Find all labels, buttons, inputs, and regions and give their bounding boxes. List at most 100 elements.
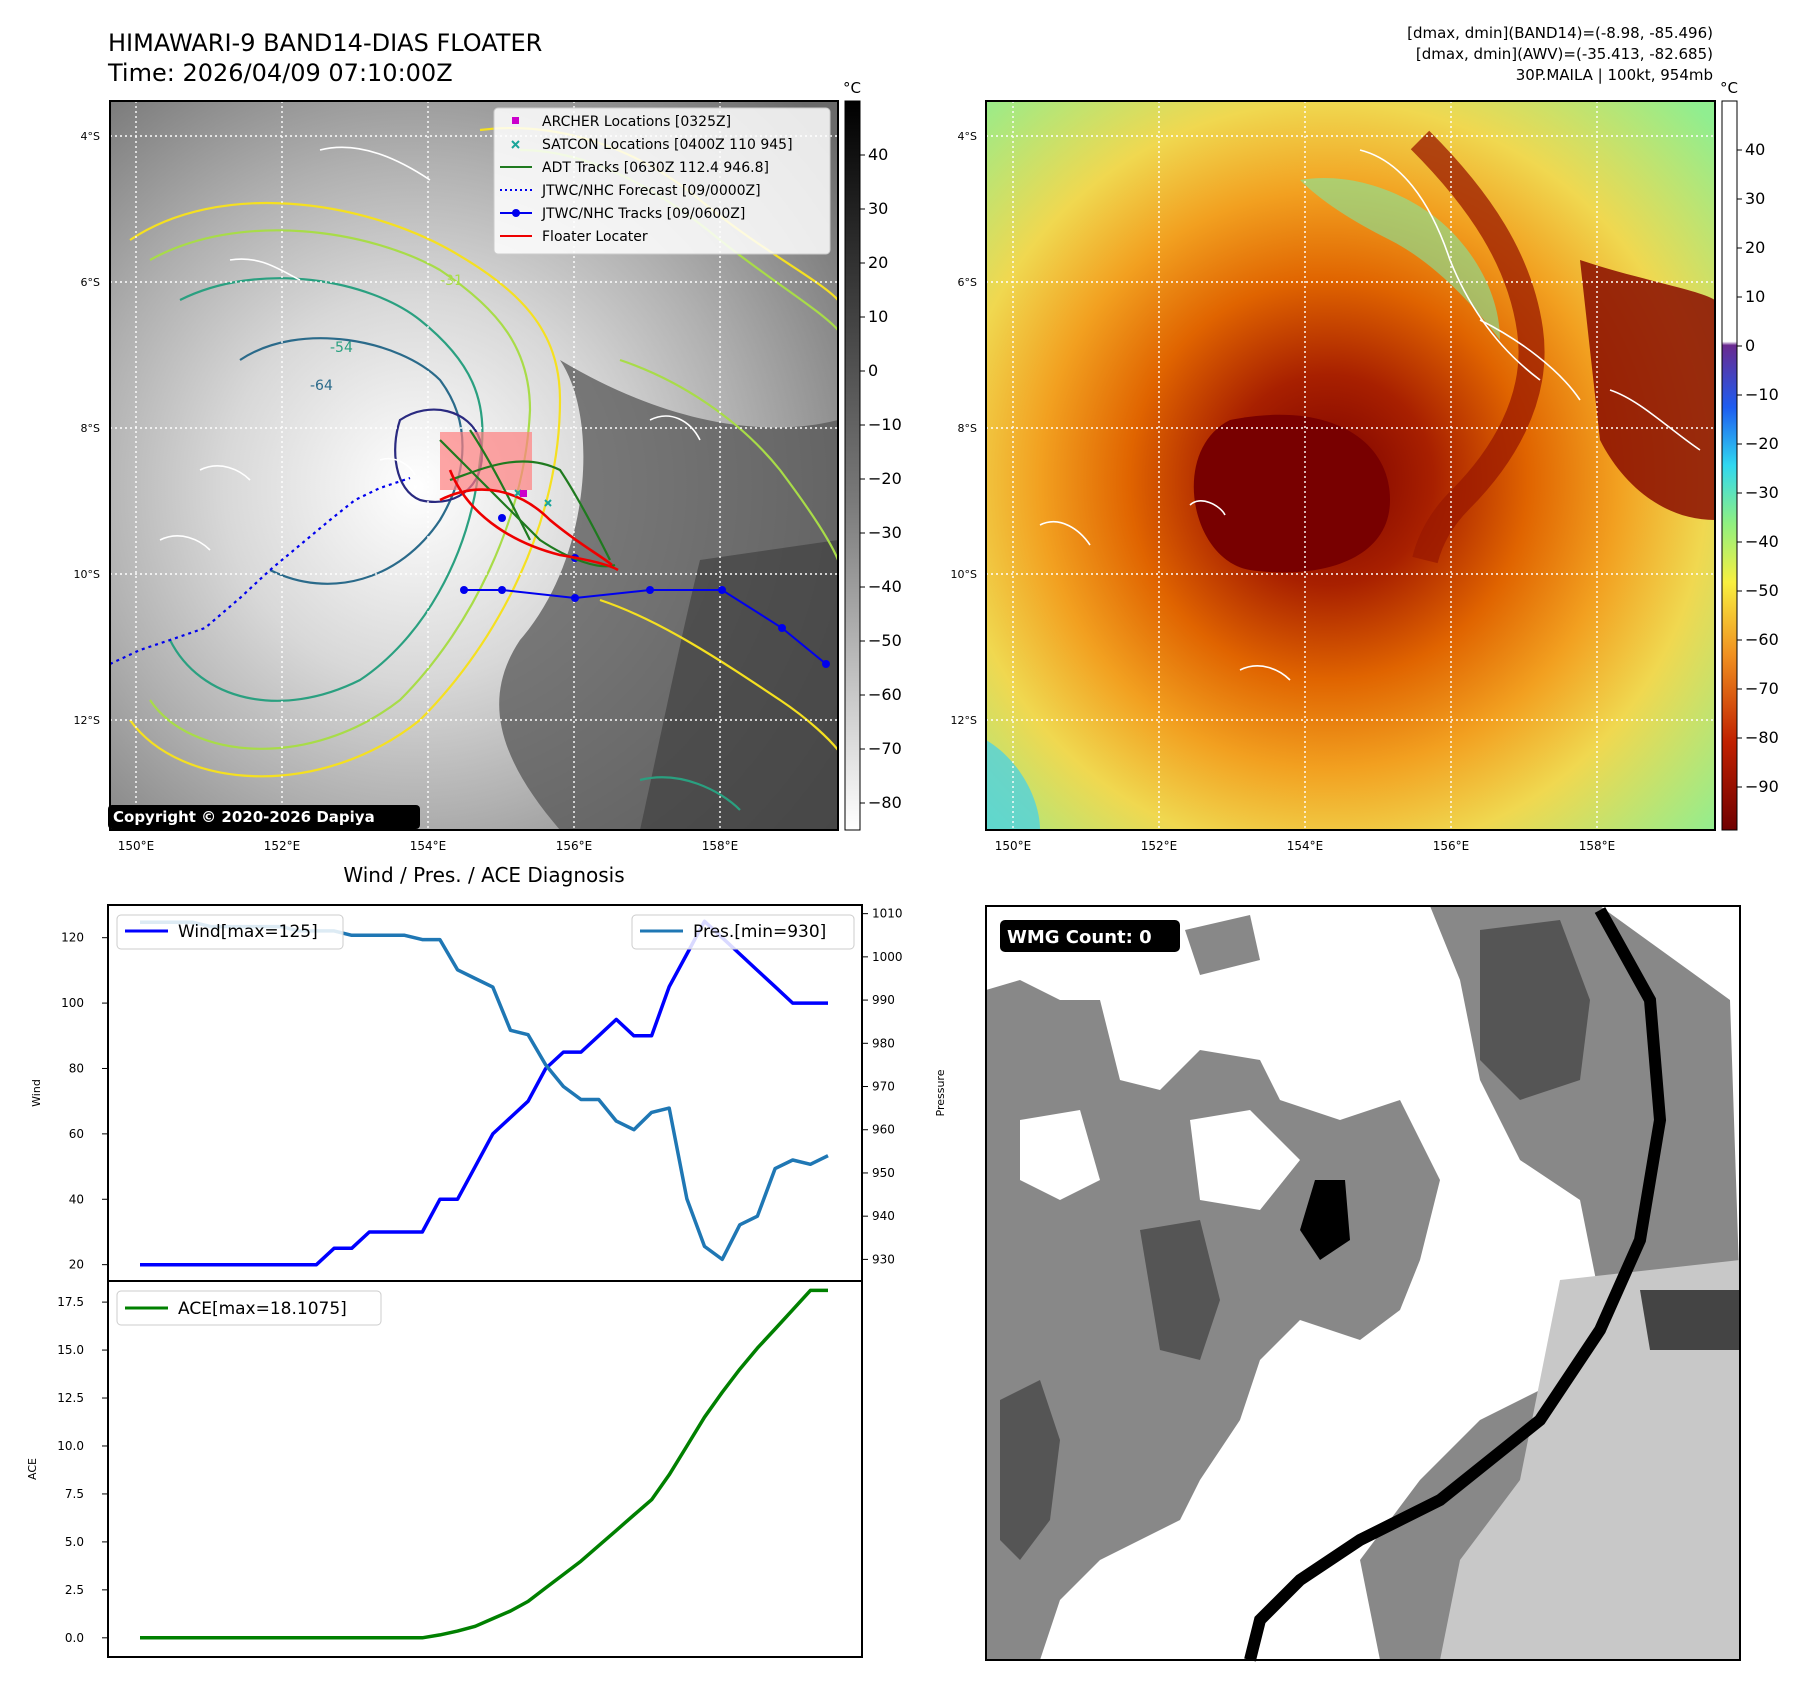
legend-archer-marker [512, 117, 519, 124]
ace-axes [107, 1280, 863, 1658]
ir-colorbar-unit: °C [843, 79, 861, 97]
ir-coastlines [159, 146, 701, 551]
awv-colorbar-tick-label: 0 [1745, 336, 1755, 355]
awv-lat-4s: 4°S [958, 130, 977, 143]
archer-point [520, 490, 527, 497]
ir-colorbar-tick-label: −40 [868, 577, 902, 596]
ace-tick-label: 17.5 [57, 1295, 84, 1309]
pressure-tick-label: 980 [872, 1036, 895, 1050]
legend-archer-label: ARCHER Locations [0325Z] [542, 114, 731, 130]
awv-gridlines [986, 101, 1715, 830]
awv-range: [dmax, dmin](AWV)=(-35.413, -82.685) [1416, 45, 1713, 63]
wind-ticks: 120 100 80 60 40 20 [61, 931, 108, 1272]
ir-lon-labels: 150°E 152°E 154°E 156°E 158°E [118, 839, 739, 853]
ir-lat-8s: 8°S [81, 422, 100, 435]
awv-colorbar-tick-label: −70 [1745, 679, 1779, 698]
wind-tick-label: 20 [69, 1258, 84, 1272]
awv-map-panel: 4°S 6°S 8°S 10°S 12°S 150°E 152°E 154°E … [951, 79, 1779, 853]
awv-colorbar-tick-label: −10 [1745, 385, 1779, 404]
awv-colorbar-tick-label: −80 [1745, 728, 1779, 747]
pressure-legend-box [631, 914, 855, 950]
awv-lat-12s: 12°S [951, 714, 977, 727]
awv-moist-band [1300, 178, 1500, 340]
pressure-tick-label: 970 [872, 1080, 895, 1094]
wmg-frame [985, 905, 1741, 1661]
awv-lon-154e: 154°E [1287, 839, 1324, 853]
diagnosis-title: Wind / Pres. / ACE Diagnosis [343, 863, 624, 887]
awv-colorbar-unit: °C [1720, 79, 1738, 97]
legend-tracks-marker [512, 209, 520, 217]
ir-lon-150e: 150°E [118, 839, 155, 853]
copyright-box [108, 805, 420, 829]
ir-lon-158e: 158°E [702, 839, 739, 853]
wmg-gray-patch-north [1185, 915, 1260, 975]
wind-tick-label: 120 [61, 931, 84, 945]
wmg-white-patch-1 [1190, 1110, 1300, 1210]
ir-colorbar-tick-label: −10 [868, 415, 902, 434]
awv-coastlines [1039, 149, 1701, 681]
ir-colorbar-tick-label: 0 [868, 361, 878, 380]
ir-dark-region [640, 540, 838, 830]
awv-lon-158e: 158°E [1579, 839, 1616, 853]
awv-lon-150e: 150°E [995, 839, 1032, 853]
ace-tick-label: 15.0 [57, 1343, 84, 1357]
pressure-tick-label: 960 [872, 1123, 895, 1137]
awv-colorbar-tick-label: −50 [1745, 581, 1779, 600]
awv-colorbar-tick-label: −30 [1745, 483, 1779, 502]
wind-tick-label: 100 [61, 996, 84, 1010]
wind-legend-label: Wind[max=125] [178, 922, 318, 942]
awv-colorbar-tick-label: 20 [1745, 238, 1765, 257]
awv-east-band [1580, 260, 1715, 520]
awv-colorbar-tick-label: −40 [1745, 532, 1779, 551]
ir-lat-10s: 10°S [74, 568, 100, 581]
awv-colorbar-tick-label: 10 [1745, 287, 1765, 306]
awv-map-frame [985, 100, 1716, 831]
ir-lat-labels: 4°S 6°S 8°S 10°S 12°S [74, 130, 100, 727]
ir-lat-6s: 6°S [81, 276, 100, 289]
ace-legend-box [116, 1290, 382, 1326]
awv-lat-6s: 6°S [958, 276, 977, 289]
storm-info: 30P.MAILA | 100kt, 954mb [1516, 66, 1713, 84]
figure-title: HIMAWARI-9 BAND14-DIAS FLOATER [108, 29, 542, 57]
ir-colorbar-tick-label: −80 [868, 793, 902, 812]
ir-map-panel: -31 -54 -64 [74, 79, 902, 853]
ace-tick-label: 2.5 [65, 1583, 84, 1597]
wmg-dark-patch-1 [1000, 1380, 1060, 1560]
ir-colorbar-tick-label: 20 [868, 253, 888, 272]
legend-satcon-marker [511, 140, 520, 149]
wind-tick-label: 40 [69, 1192, 84, 1206]
legend-tracks-label: JTWC/NHC Tracks [09/0600Z] [541, 206, 745, 222]
wmg-count-label: WMG Count: 0 [1007, 927, 1152, 948]
pressure-tick-label: 930 [872, 1252, 895, 1266]
awv-lon-labels: 150°E 152°E 154°E 156°E 158°E [995, 839, 1616, 853]
ace-tick-label: 10.0 [57, 1439, 84, 1453]
ir-colorbar-tick-label: −50 [868, 631, 902, 650]
awv-lat-labels: 4°S 6°S 8°S 10°S 12°S [951, 130, 977, 727]
ir-colorbar-tick-label: −20 [868, 469, 902, 488]
jtwc-track-points [460, 514, 830, 668]
ir-colorbar-tick-label: 40 [868, 145, 888, 164]
ace-tick-label: 0.0 [65, 1631, 84, 1645]
wmg-eye-blob [1300, 1180, 1350, 1260]
wind-axis-label: Wind [30, 1079, 43, 1107]
awv-colorbar-ticks: 40 30 20 10 0 −10 −20 −30 −40 −50 −60 −70 −80 −90 [1737, 140, 1779, 796]
wind-tick-label: 80 [69, 1061, 84, 1075]
wmg-light-region-se [1440, 1260, 1740, 1660]
awv-colorbar-tick-label: 40 [1745, 140, 1765, 159]
floater-locater-track [439, 469, 619, 572]
figure-time: Time: 2026/04/09 07:10:00Z [107, 59, 453, 87]
awv-colorbar [1721, 100, 1738, 831]
ir-lat-12s: 12°S [74, 714, 100, 727]
wmg-dark-patch-2 [1140, 1220, 1220, 1360]
ir-colorbar-tick-label: 30 [868, 199, 888, 218]
ir-lon-152e: 152°E [264, 839, 301, 853]
pressure-tick-label: 940 [872, 1209, 895, 1223]
ir-lon-154e: 154°E [410, 839, 447, 853]
legend-box [493, 107, 831, 255]
ir-colorbar [844, 100, 861, 831]
pressure-ticks: 1010 1000 990 980 970 960 950 940 930 [862, 907, 903, 1266]
awv-lat-8s: 8°S [958, 422, 977, 435]
band14-range: [dmax, dmin](BAND14)=(-8.98, -85.496) [1407, 24, 1713, 42]
awv-colorbar-tick-label: −20 [1745, 434, 1779, 453]
